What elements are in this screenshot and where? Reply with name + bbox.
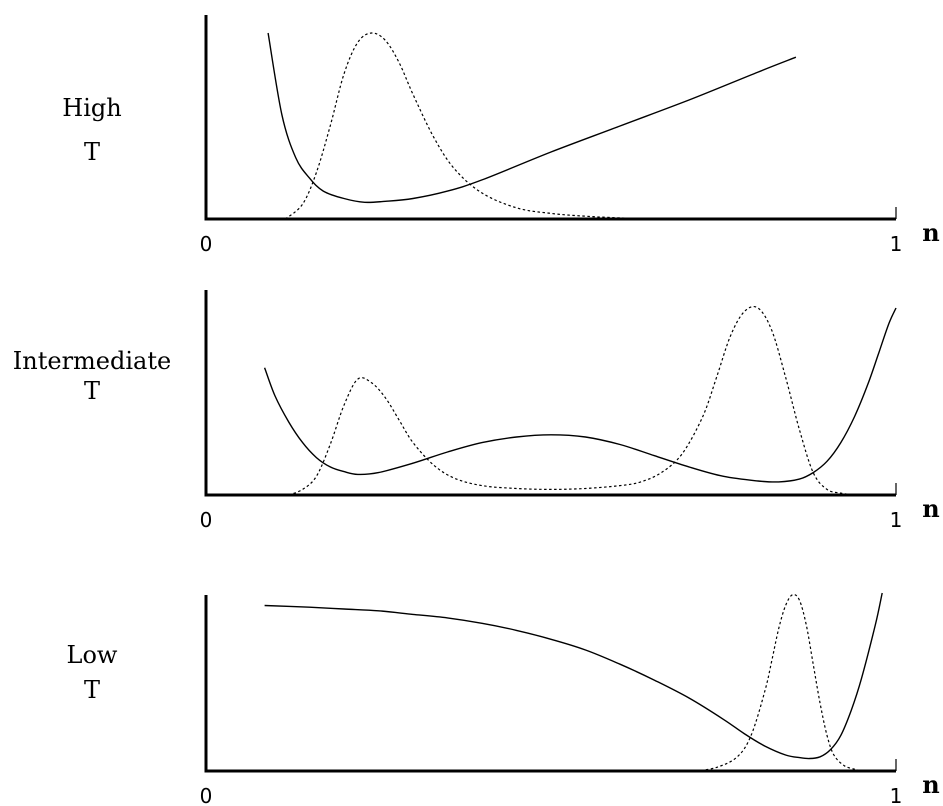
x-tick-label: 0 [200,784,213,806]
axis-lines [204,595,896,773]
dotted-series-line [695,593,862,772]
x-axis-label: n [922,494,939,523]
x-tick-label: 1 [890,232,903,256]
panel-label-line: High [62,94,121,122]
panel-label-line: Low [67,641,118,669]
x-tick-label: 0 [200,508,213,532]
panel-label-line: T [84,676,100,704]
x-tick-label: 1 [890,784,903,806]
x-tick-label: 1 [890,508,903,532]
panel-label-line: T [84,138,100,166]
solid-series-line [264,592,883,760]
axis-lines [204,290,896,497]
solid-series-line [263,307,897,483]
x-tick-label: 0 [200,232,213,256]
dotted-series-line [288,305,855,496]
panel-label-line: T [84,377,100,405]
axis-lines [204,15,896,221]
dotted-series-line [285,32,662,220]
solid-series-line [267,32,797,204]
panel-label-line: Intermediate [13,347,171,375]
x-axis-label: n [922,770,939,799]
x-axis-label: n [922,218,939,247]
